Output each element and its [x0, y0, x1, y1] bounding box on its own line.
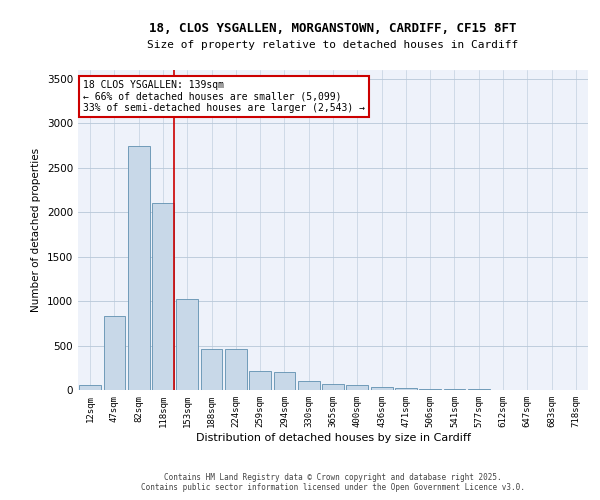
Bar — [79, 385, 101, 390]
Bar — [249, 372, 271, 390]
Bar — [443, 389, 466, 390]
Y-axis label: Number of detached properties: Number of detached properties — [31, 148, 41, 312]
Bar — [104, 316, 125, 390]
Bar — [371, 387, 392, 390]
Text: Size of property relative to detached houses in Cardiff: Size of property relative to detached ho… — [148, 40, 518, 50]
Bar — [395, 388, 417, 390]
Text: 18, CLOS YSGALLEN, MORGANSTOWN, CARDIFF, CF15 8FT: 18, CLOS YSGALLEN, MORGANSTOWN, CARDIFF,… — [149, 22, 517, 36]
Bar — [176, 300, 198, 390]
Bar — [152, 204, 174, 390]
Bar — [225, 349, 247, 390]
Bar — [322, 384, 344, 390]
Bar — [274, 372, 295, 390]
Bar — [419, 388, 441, 390]
Text: Contains HM Land Registry data © Crown copyright and database right 2025.
Contai: Contains HM Land Registry data © Crown c… — [141, 473, 525, 492]
Bar — [346, 385, 368, 390]
Text: 18 CLOS YSGALLEN: 139sqm
← 66% of detached houses are smaller (5,099)
33% of sem: 18 CLOS YSGALLEN: 139sqm ← 66% of detach… — [83, 80, 365, 113]
Bar — [200, 349, 223, 390]
Bar — [298, 381, 320, 390]
Bar — [128, 146, 149, 390]
X-axis label: Distribution of detached houses by size in Cardiff: Distribution of detached houses by size … — [196, 432, 470, 442]
